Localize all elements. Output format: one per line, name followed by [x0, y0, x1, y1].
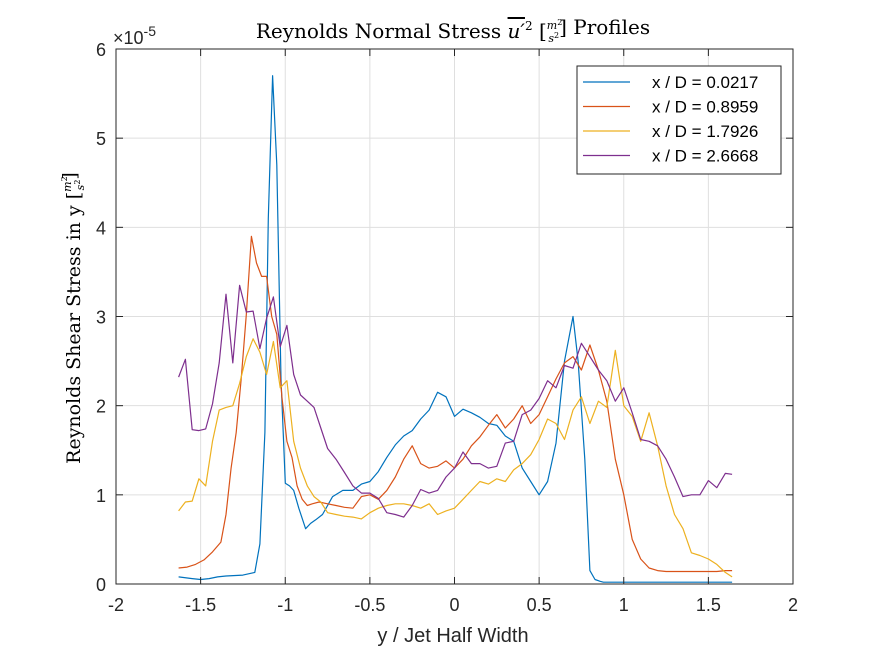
legend-label-3: x / D = 1.7926	[652, 122, 758, 141]
x-tick-labels: -2 -1.5 -1 -0.5 0 0.5 1 1.5 2	[108, 595, 798, 615]
y-tick-label: 4	[96, 218, 106, 238]
y-tick-label: 3	[96, 308, 106, 328]
y-axis-label-text: Reynolds Shear Stress in y	[63, 199, 85, 464]
svg-text:Reynolds Shear Stress in y [m2: Reynolds Shear Stress in y [m2s2]	[59, 172, 87, 464]
legend-label-1: x / D = 0.0217	[652, 73, 758, 92]
y-tick-label: 5	[96, 129, 106, 149]
y-axis-label-unit-open: [	[63, 192, 85, 199]
series-line-1	[178, 75, 733, 583]
y-tick-label: 6	[96, 40, 106, 60]
x-tick-label: 1.5	[696, 595, 721, 615]
x-tick-label: 2	[788, 595, 798, 615]
x-axis-label: y / Jet Half Width	[377, 625, 528, 647]
x-tick-label: -0.5	[354, 595, 385, 615]
x-tick-label: 0	[449, 595, 459, 615]
x-tick-label: -1.5	[185, 595, 216, 615]
x-tick-label: -1	[277, 595, 293, 615]
series-line-3	[178, 338, 733, 578]
series-line-2	[178, 235, 733, 573]
chart-title: Reynolds Normal Stress u′2 [m2 s2] Profil…	[256, 15, 650, 45]
series-line-4	[178, 284, 733, 518]
legend: x / D = 0.0217 x / D = 0.8959 x / D = 1.79…	[576, 65, 782, 175]
y-axis-exponent-label: ×10-5	[113, 23, 156, 48]
plot-lines	[178, 75, 733, 583]
x-tick-label: 0.5	[527, 595, 552, 615]
y-tick-label: 0	[96, 575, 106, 595]
y-tick-label: 1	[96, 486, 106, 506]
y-tick-labels: 0 1 2 3 4 5 6	[96, 40, 106, 595]
y-tick-label: 2	[96, 397, 106, 417]
y-axis-label: Reynolds Shear Stress in y [m2s2]	[59, 172, 87, 464]
axis-ticks	[115, 48, 794, 585]
legend-label-4: x / D = 2.6668	[652, 147, 758, 166]
x-tick-label: 1	[619, 595, 629, 615]
x-tick-label: -2	[108, 595, 124, 615]
legend-label-2: x / D = 0.8959	[652, 98, 758, 117]
